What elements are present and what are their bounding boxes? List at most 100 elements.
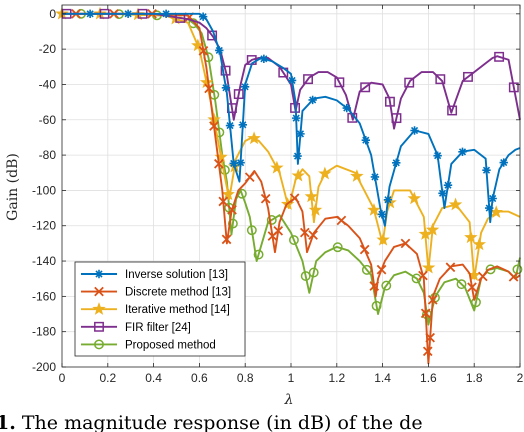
y-tick-label: 0 xyxy=(49,7,56,21)
x-tick-label: 1.8 xyxy=(466,371,483,385)
series-marker xyxy=(464,230,478,244)
series-marker xyxy=(425,332,435,343)
series-marker xyxy=(198,45,209,56)
legend-marker xyxy=(92,302,106,315)
y-tick-label: -60 xyxy=(39,113,57,127)
series-marker xyxy=(410,126,419,135)
series-marker xyxy=(367,202,381,216)
y-tick-label: -180 xyxy=(32,325,56,339)
legend-label: Iterative method [14] xyxy=(125,304,230,316)
series-marker xyxy=(291,113,301,123)
caption-text: The magnitude response (in dB) of the de xyxy=(15,414,423,432)
series-marker xyxy=(304,189,319,203)
series-marker xyxy=(209,121,219,131)
y-tick-label: -200 xyxy=(32,360,56,374)
series-marker xyxy=(204,83,214,94)
series-marker xyxy=(485,203,494,213)
legend-label: Discrete method [13] xyxy=(125,287,231,299)
series-marker xyxy=(494,51,505,62)
series-marker xyxy=(376,264,387,275)
series-marker xyxy=(123,9,133,19)
series-marker xyxy=(318,166,332,180)
legend-marker xyxy=(94,339,104,350)
series-marker xyxy=(508,82,519,93)
series-marker xyxy=(229,159,238,168)
series-marker xyxy=(359,244,370,255)
series-marker xyxy=(296,129,305,139)
series-marker xyxy=(435,74,446,85)
x-tick-label: 2 xyxy=(517,371,524,385)
series-marker xyxy=(377,210,387,219)
series-marker xyxy=(418,270,428,281)
series-marker xyxy=(443,181,453,190)
series-marker xyxy=(240,82,250,92)
series-marker xyxy=(215,46,224,55)
series-marker xyxy=(361,135,370,145)
series-star xyxy=(55,6,521,282)
legend-marker xyxy=(94,286,104,297)
series-marker xyxy=(463,71,473,82)
series-marker xyxy=(247,131,261,145)
series-marker xyxy=(499,158,508,167)
series-marker xyxy=(236,158,245,167)
series-marker xyxy=(421,260,436,274)
legend-label: Inverse solution [13] xyxy=(125,269,228,281)
series-marker xyxy=(381,280,392,291)
series-marker xyxy=(233,89,244,100)
x-axis-label: λ xyxy=(284,392,294,408)
legend-entry: Proposed method xyxy=(81,339,216,351)
series-marker xyxy=(266,214,277,225)
series-marker xyxy=(299,227,310,238)
series-marker xyxy=(288,235,299,245)
series-marker xyxy=(85,9,95,19)
y-tick-label: -80 xyxy=(39,148,57,162)
series-marker xyxy=(303,74,313,85)
y-tick-label: -20 xyxy=(39,42,57,56)
series-marker xyxy=(447,105,458,116)
y-tick-label: -100 xyxy=(32,183,56,197)
series-marker xyxy=(220,65,231,76)
series-marker xyxy=(433,151,442,160)
legend-label: FIR filter [24] xyxy=(125,322,191,334)
series-marker xyxy=(482,165,491,175)
series-marker xyxy=(376,232,390,246)
series-marker xyxy=(308,202,323,216)
figure-caption: 1. The magnitude response (in dB) of the… xyxy=(0,414,524,432)
legend-entry: FIR filter [24] xyxy=(81,322,191,334)
series-marker xyxy=(238,120,248,129)
series-marker xyxy=(369,281,380,291)
series-marker xyxy=(488,194,497,203)
y-tick-label: -140 xyxy=(32,254,56,268)
series-marker xyxy=(370,172,380,182)
series-marker xyxy=(225,121,235,130)
tick-marks xyxy=(61,5,521,368)
series-marker xyxy=(259,54,269,63)
series-marker xyxy=(404,77,415,88)
caption-prefix: 1. xyxy=(0,414,16,432)
legend-marker xyxy=(94,321,104,332)
series-marker xyxy=(218,196,229,207)
series-marker xyxy=(293,151,302,161)
series-marker xyxy=(425,222,440,236)
x-tick-label: 0.4 xyxy=(145,371,162,385)
series-marker xyxy=(467,282,477,293)
series-marker xyxy=(392,158,401,167)
grid-lines xyxy=(62,5,520,367)
series-marker xyxy=(477,271,488,282)
series-marker xyxy=(360,82,371,93)
series-marker xyxy=(300,271,311,281)
series-marker xyxy=(427,294,438,305)
series-marker xyxy=(332,242,343,253)
x-tick-label: 0.2 xyxy=(99,371,116,385)
series-marker xyxy=(221,234,232,245)
series-marker xyxy=(336,215,347,226)
x-tick-label: 0.8 xyxy=(237,371,254,385)
series-marker xyxy=(291,168,305,182)
series-marker xyxy=(445,262,456,273)
x-tick-label: 1.2 xyxy=(328,371,345,385)
series-marker xyxy=(308,95,317,105)
series-asterisk xyxy=(62,9,521,227)
series-marker xyxy=(246,225,257,236)
series-marker xyxy=(214,150,228,163)
y-tick-label: -160 xyxy=(32,289,56,303)
